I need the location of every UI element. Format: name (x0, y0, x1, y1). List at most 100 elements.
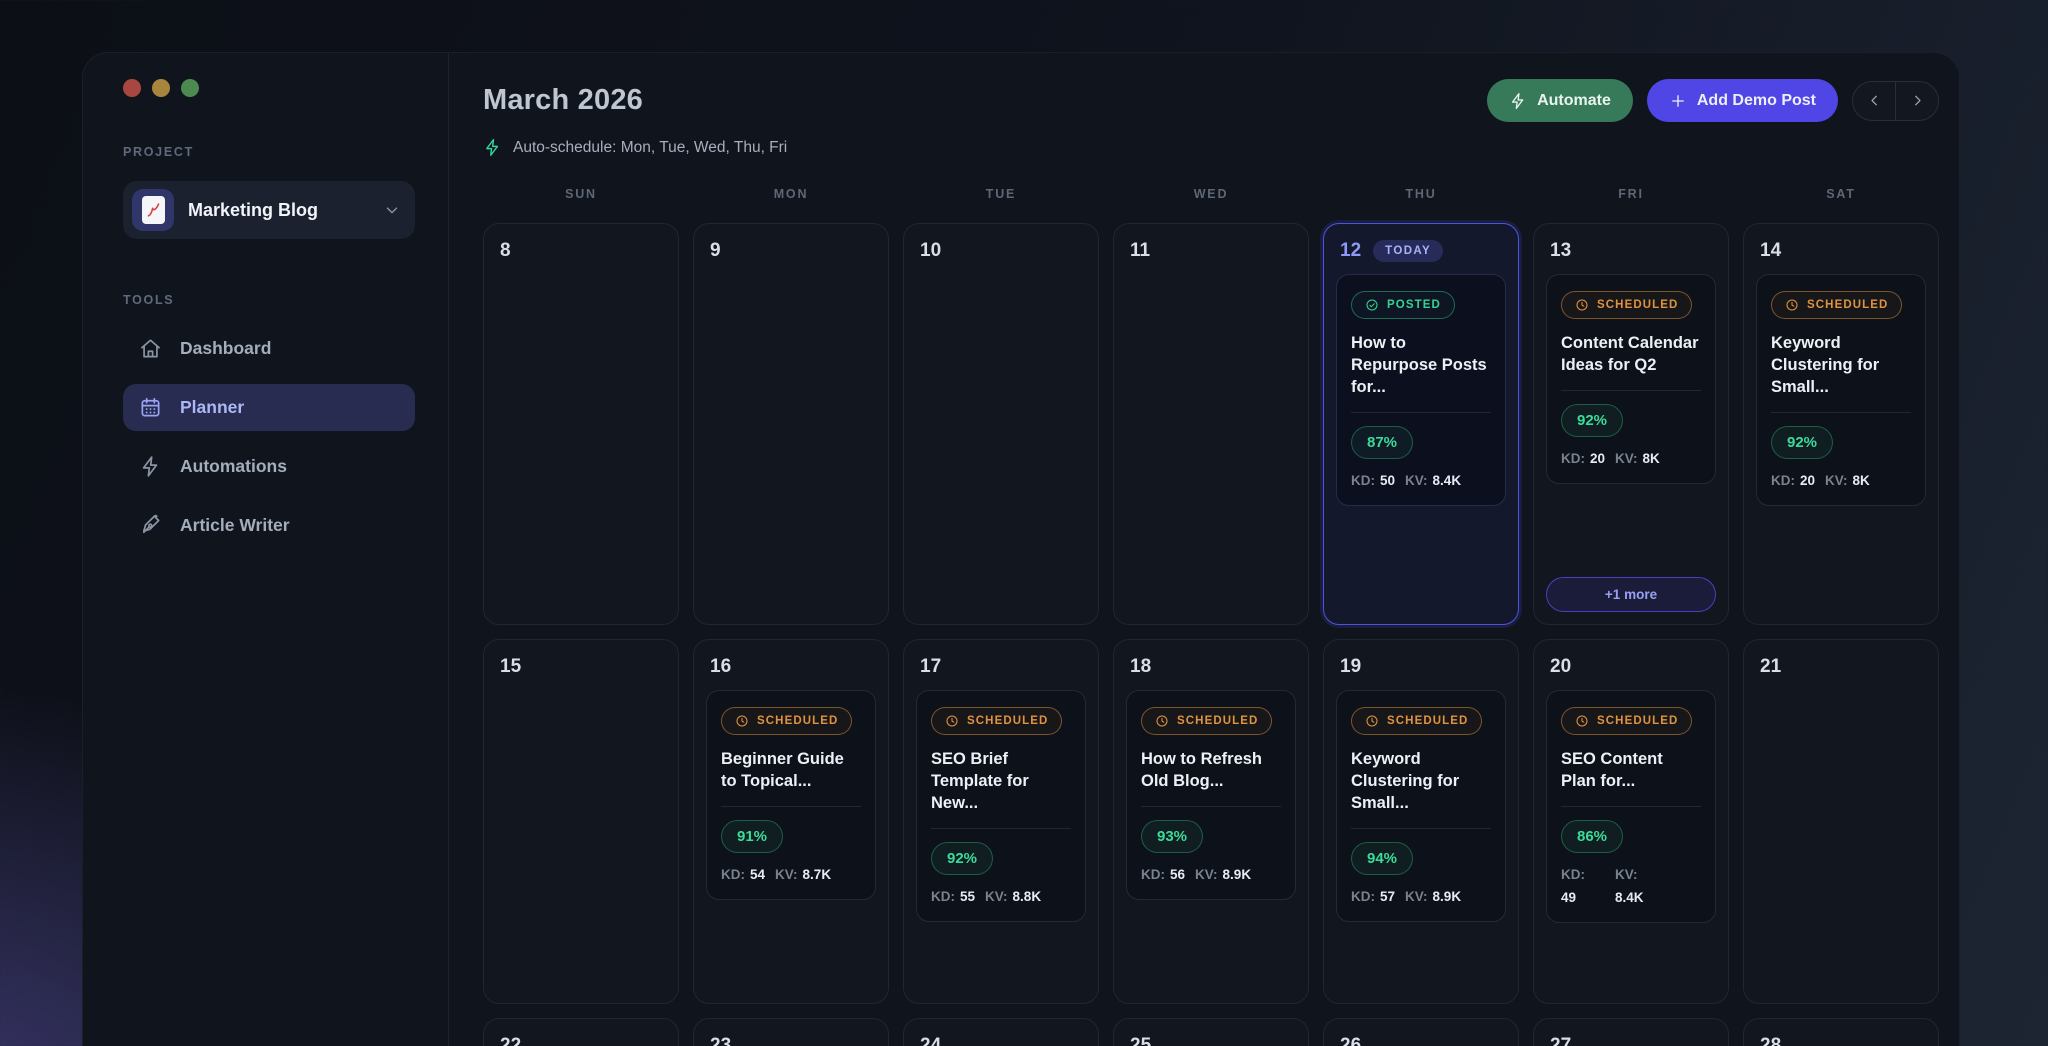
weekday-header-row: SUN MON TUE WED THU FRI SAT (483, 187, 1939, 201)
kv-label: KV: (1405, 888, 1428, 904)
post-title: Beginner Guide to Topical... (721, 750, 844, 790)
sidebar-item-planner[interactable]: Planner (123, 384, 415, 431)
more-posts-button[interactable]: +1 more (1546, 577, 1716, 612)
project-selector[interactable]: Marketing Blog (123, 181, 415, 239)
kd-label: KD: (1141, 866, 1165, 882)
post-card[interactable]: SCHEDULED Keyword Clustering for Small..… (1336, 690, 1506, 922)
post-stats: KD: 50 KV: 8.4K (1351, 473, 1491, 488)
kv-stat: KV: 8.8K (985, 889, 1041, 904)
day-cell-header: 17 (916, 652, 1086, 678)
autoschedule-note: Auto-schedule: Mon, Tue, Wed, Thu, Fri (483, 138, 1939, 157)
post-stats: KD: 57 KV: 8.9K (1351, 889, 1491, 904)
day-cell-26[interactable]: 26 (1323, 1018, 1519, 1046)
day-cell-14[interactable]: 14 SCHEDULED Keyword Clustering for Smal… (1743, 223, 1939, 625)
day-cell-22[interactable]: 22 (483, 1018, 679, 1046)
traffic-light-minimize[interactable] (152, 79, 170, 97)
day-number: 13 (1550, 240, 1572, 261)
kd-label: KD: (1771, 472, 1795, 488)
weekday-label-mon: MON (773, 187, 809, 201)
kv-value: 8.4K (1615, 889, 1644, 905)
project-name: Marketing Blog (188, 199, 319, 220)
post-card[interactable]: SCHEDULED SEO Content Plan for... 86% KD… (1546, 690, 1716, 923)
day-cell-27[interactable]: 27 (1533, 1018, 1729, 1046)
prev-month-button[interactable] (1853, 82, 1895, 120)
kv-label: KV: (1615, 450, 1638, 466)
automate-button[interactable]: Automate (1487, 79, 1633, 122)
day-cell-13[interactable]: 13 SCHEDULED Content Calendar Ideas for … (1533, 223, 1729, 625)
post-card[interactable]: SCHEDULED How to Refresh Old Blog... 93%… (1126, 690, 1296, 900)
post-card[interactable]: SCHEDULED Keyword Clustering for Small..… (1756, 274, 1926, 506)
post-title: Content Calendar Ideas for Q2 (1561, 334, 1699, 374)
score-badge: 94% (1351, 841, 1414, 875)
day-cell-28[interactable]: 28 (1743, 1018, 1939, 1046)
day-cell-9[interactable]: 9 (693, 223, 889, 625)
kd-stat: KD: 20 (1561, 451, 1605, 466)
status-badge-scheduled: SCHEDULED (931, 707, 1063, 735)
month-nav (1852, 80, 1939, 121)
next-month-button[interactable] (1896, 82, 1938, 120)
traffic-light-close[interactable] (123, 79, 141, 97)
sidebar-item-label: Article Writer (180, 515, 290, 535)
weekday-label-sat: SAT (1826, 187, 1856, 201)
clock-icon (1786, 299, 1798, 311)
kd-stat: KD: 49 (1561, 867, 1585, 905)
sidebar-item-label: Planner (180, 397, 245, 417)
kd-label: KD: (1561, 866, 1585, 882)
day-cell-header: 28 (1756, 1031, 1926, 1046)
day-cell-11[interactable]: 11 (1113, 223, 1309, 625)
post-title: Keyword Clustering for Small... (1771, 334, 1880, 396)
check-circle-icon (1366, 299, 1378, 311)
clock-icon (946, 715, 958, 727)
lightning-icon (486, 139, 499, 156)
day-cell-20[interactable]: 20 SCHEDULED SEO Content Plan for... 86%… (1533, 639, 1729, 1004)
clock-icon (736, 715, 748, 727)
day-cell-header: 24 (916, 1031, 1086, 1046)
post-card[interactable]: POSTED How to Repurpose Posts for... 87%… (1336, 274, 1506, 506)
post-stats: KD: 20 KV: 8K (1561, 451, 1701, 466)
day-number: 26 (1340, 1035, 1362, 1046)
post-card[interactable]: SCHEDULED Beginner Guide to Topical... 9… (706, 690, 876, 900)
kv-stat: KV: 8K (1825, 473, 1870, 488)
post-card[interactable]: SCHEDULED SEO Brief Template for New... … (916, 690, 1086, 922)
day-cell-10[interactable]: 10 (903, 223, 1099, 625)
day-number: 8 (500, 240, 511, 261)
automate-button-label: Automate (1537, 91, 1611, 109)
traffic-light-zoom[interactable] (181, 79, 199, 97)
post-divider (1561, 805, 1701, 807)
day-cell-19[interactable]: 19 SCHEDULED Keyword Clustering for Smal… (1323, 639, 1519, 1004)
today-badge: TODAY (1373, 240, 1444, 262)
post-divider (1771, 411, 1911, 413)
calendar-row: 22 23 24 25 26 27 28 (483, 1018, 1939, 1046)
post-title: How to Refresh Old Blog... (1141, 750, 1263, 790)
post-card[interactable]: SCHEDULED Content Calendar Ideas for Q2 … (1546, 274, 1716, 484)
sidebar-item-article-writer[interactable]: Article Writer (123, 502, 415, 549)
add-demo-post-button[interactable]: Add Demo Post (1646, 79, 1838, 122)
day-cell-15[interactable]: 15 (483, 639, 679, 1004)
day-cell-25[interactable]: 25 (1113, 1018, 1309, 1046)
score-badge: 92% (931, 841, 994, 875)
kd-stat: KD: 54 (721, 867, 765, 882)
day-cell-21[interactable]: 21 (1743, 639, 1939, 1004)
sidebar-item-dashboard[interactable]: Dashboard (123, 325, 415, 372)
day-cell-header: 26 (1336, 1031, 1506, 1046)
day-cell-18[interactable]: 18 SCHEDULED How to Refresh Old Blog... … (1113, 639, 1309, 1004)
month-nav-divider (1895, 81, 1896, 120)
day-cell-24[interactable]: 24 (903, 1018, 1099, 1046)
kd-value: 20 (1590, 450, 1606, 466)
day-cell-17[interactable]: 17 SCHEDULED SEO Brief Template for New.… (903, 639, 1099, 1004)
day-cell-23[interactable]: 23 (693, 1018, 889, 1046)
day-cell-header: 25 (1126, 1031, 1296, 1046)
sidebar-item-automations[interactable]: Automations (123, 443, 415, 490)
day-cell-12[interactable]: 12 TODAY POSTED How to Repurpose Posts fo… (1323, 223, 1519, 625)
score-badge: 86% (1561, 819, 1624, 853)
status-badge-scheduled: SCHEDULED (1561, 707, 1693, 735)
kd-label: KD: (1351, 888, 1375, 904)
day-number: 15 (500, 656, 522, 677)
day-cell-16[interactable]: 16 SCHEDULED Beginner Guide to Topical..… (693, 639, 889, 1004)
post-title: SEO Brief Template for New... (931, 750, 1029, 812)
day-cell-8[interactable]: 8 (483, 223, 679, 625)
post-divider (1141, 805, 1281, 807)
post-stats: KD: 55 KV: 8.8K (931, 889, 1071, 904)
status-badge-posted: POSTED (1351, 291, 1455, 319)
day-number: 22 (500, 1035, 522, 1046)
